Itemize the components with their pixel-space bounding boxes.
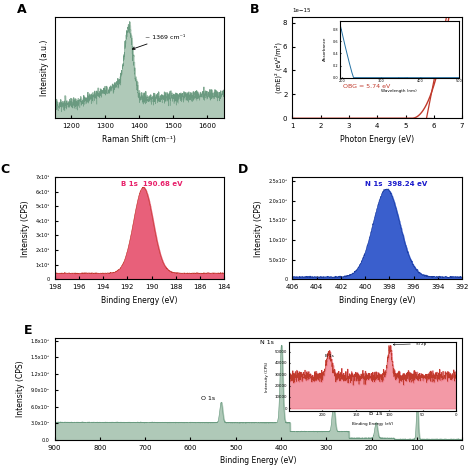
Y-axis label: Intensity (CPS): Intensity (CPS) bbox=[21, 200, 30, 256]
Text: B 1s: B 1s bbox=[369, 411, 383, 416]
Text: N 1s: N 1s bbox=[260, 340, 274, 345]
X-axis label: Binding Energy (eV): Binding Energy (eV) bbox=[101, 295, 178, 304]
Y-axis label: Intensity (CPS): Intensity (CPS) bbox=[16, 361, 25, 417]
Y-axis label: (αhE)² (eV²/m²): (αhE)² (eV²/m²) bbox=[274, 42, 282, 93]
Text: B 1s  190.68 eV: B 1s 190.68 eV bbox=[121, 181, 183, 187]
Text: C: C bbox=[0, 163, 9, 176]
Text: ~ 1369 cm⁻¹: ~ 1369 cm⁻¹ bbox=[132, 35, 185, 49]
Text: OBG = 5.74 eV: OBG = 5.74 eV bbox=[343, 84, 391, 90]
X-axis label: Binding Energy (eV): Binding Energy (eV) bbox=[220, 456, 297, 465]
Text: B: B bbox=[250, 2, 259, 16]
X-axis label: Raman Shift (cm⁻¹): Raman Shift (cm⁻¹) bbox=[102, 135, 176, 144]
Text: A: A bbox=[17, 2, 27, 16]
Text: N 1s  398.24 eV: N 1s 398.24 eV bbox=[365, 181, 428, 187]
Y-axis label: Intensity (a.u.): Intensity (a.u.) bbox=[40, 39, 49, 96]
X-axis label: Photon Energy (eV): Photon Energy (eV) bbox=[340, 135, 414, 144]
Text: C 1s: C 1s bbox=[333, 396, 346, 401]
Y-axis label: Intensity (CPS): Intensity (CPS) bbox=[254, 200, 263, 256]
Text: E: E bbox=[24, 324, 32, 337]
X-axis label: Binding Energy (eV): Binding Energy (eV) bbox=[339, 295, 416, 304]
Text: D: D bbox=[238, 163, 248, 176]
Text: Si 2p: Si 2p bbox=[421, 395, 451, 406]
Text: O 1s: O 1s bbox=[201, 396, 216, 401]
